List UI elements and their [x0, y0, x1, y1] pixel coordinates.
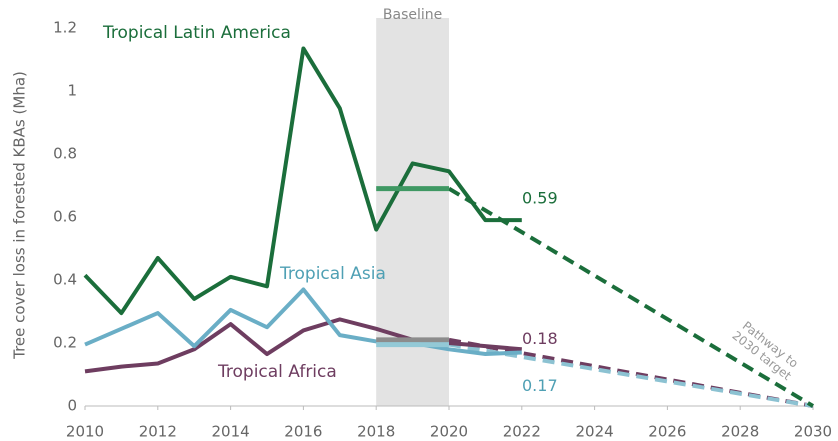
y-tick-label: 0 [67, 397, 77, 415]
x-tick-label: 2010 [66, 423, 104, 441]
value-label: 0.18 [522, 329, 558, 348]
y-tick-label: 0.6 [53, 208, 77, 226]
x-tick-label: 2014 [212, 423, 250, 441]
y-tick-label: 1.2 [53, 19, 77, 37]
x-tick-label: 2024 [576, 423, 614, 441]
series-label: Tropical Asia [279, 264, 386, 284]
y-tick-label: 1 [67, 82, 77, 100]
series-line [83, 46, 522, 316]
y-tick-label: 0.8 [53, 145, 77, 163]
value-label: 0.17 [522, 376, 558, 395]
y-tick-label: 0.4 [53, 271, 77, 289]
x-tick-label: 2016 [284, 423, 322, 441]
value-label: 0.59 [522, 189, 558, 208]
series-label: Tropical Latin America [102, 23, 291, 43]
x-tick-label: 2026 [648, 423, 686, 441]
y-axis-label: Tree cover loss in forested KBAs (Mha) [11, 71, 29, 360]
x-tick-label: 2022 [503, 423, 541, 441]
band-label: Baseline [383, 7, 442, 23]
x-tick-label: 2018 [357, 423, 395, 441]
x-tick-label: 2030 [794, 423, 832, 441]
x-tick-label: 2028 [721, 423, 759, 441]
series-line [84, 287, 522, 357]
x-tick-label: 2020 [430, 423, 468, 441]
x-tick-label: 2012 [139, 423, 177, 441]
pathway-line [447, 186, 815, 408]
y-tick-label: 0.2 [53, 334, 77, 352]
series-label: Tropical Africa [217, 362, 337, 382]
